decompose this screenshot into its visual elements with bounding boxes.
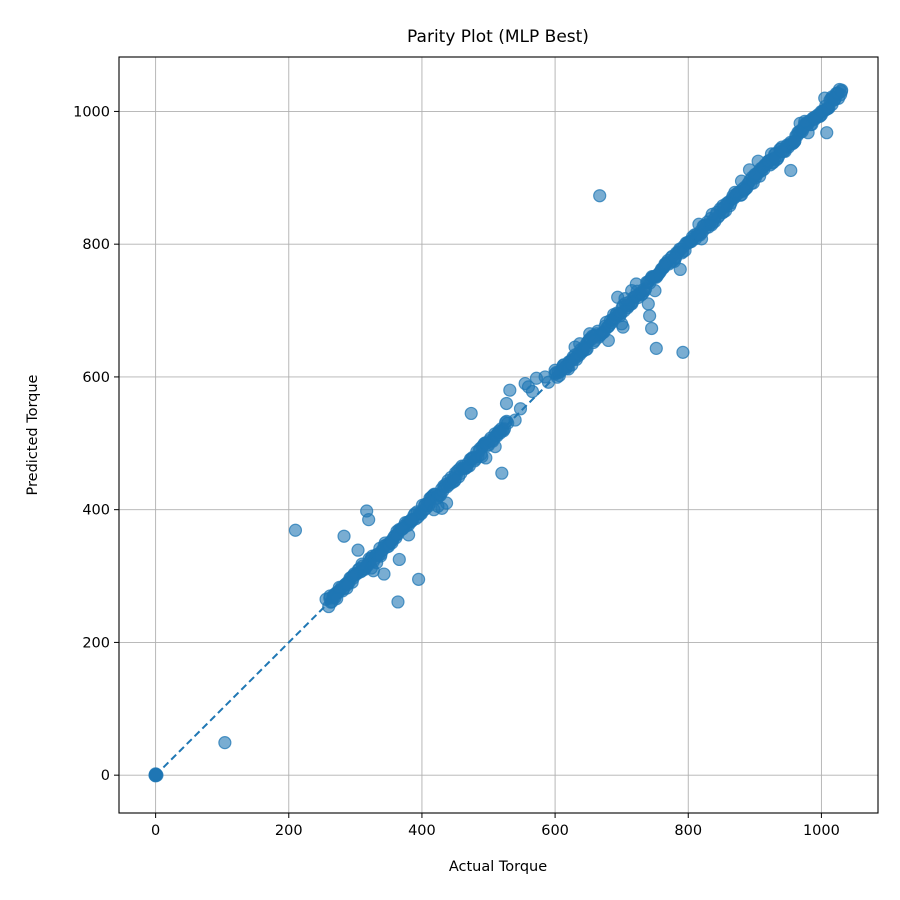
y-axis-label: Predicted Torque <box>25 374 41 495</box>
data-point <box>716 199 730 213</box>
data-point <box>645 321 659 336</box>
data-point <box>330 592 344 606</box>
data-point <box>525 384 540 399</box>
data-point <box>601 333 615 348</box>
y-tick-label: 400 <box>82 503 110 519</box>
y-tick-label: 1000 <box>73 104 110 120</box>
data-point <box>673 262 687 276</box>
data-point <box>362 513 376 527</box>
data-point <box>288 523 303 537</box>
data-point <box>412 572 426 586</box>
data-point <box>346 569 360 583</box>
data-point <box>149 767 163 781</box>
chart-title: Parity Plot (MLP Best) <box>407 27 589 47</box>
data-point <box>649 341 663 355</box>
data-point <box>448 473 462 487</box>
data-point <box>402 528 416 542</box>
y-tick-label: 800 <box>82 237 110 253</box>
data-point <box>648 284 662 298</box>
data-point <box>641 297 655 311</box>
data-point <box>391 595 405 609</box>
data-point <box>593 189 607 203</box>
x-axis-label: Actual Torque <box>449 859 547 875</box>
plot-frame <box>118 56 879 814</box>
data-point <box>404 513 418 527</box>
data-point <box>588 333 602 348</box>
data-point <box>464 406 478 421</box>
data-point <box>643 309 657 323</box>
data-point <box>488 440 502 454</box>
data-point <box>495 466 509 480</box>
data-point <box>821 101 835 115</box>
data-point <box>801 126 815 140</box>
data-point <box>513 402 528 416</box>
data-point <box>705 207 719 221</box>
x-tick-label: 600 <box>541 823 569 839</box>
data-point <box>377 567 391 581</box>
data-point <box>668 250 682 265</box>
x-tick-label: 400 <box>408 823 436 839</box>
data-point <box>820 126 834 140</box>
data-point <box>508 413 522 427</box>
y-tick-label: 600 <box>82 370 110 386</box>
data-point <box>616 320 630 334</box>
scatter-points <box>148 82 849 783</box>
data-point <box>499 396 514 411</box>
x-tick-label: 1000 <box>803 823 840 839</box>
data-point <box>629 277 643 291</box>
data-point <box>503 383 517 397</box>
data-point <box>694 232 709 246</box>
data-point <box>738 183 752 197</box>
data-point <box>676 345 690 359</box>
data-point <box>788 134 802 148</box>
axis-ticks: 0 200 400 600 800 1000 0 200 400 600 800 1000 <box>73 104 840 839</box>
data-point <box>479 451 493 465</box>
data-point <box>658 257 672 271</box>
data-point <box>774 144 789 158</box>
data-point <box>374 549 388 563</box>
x-tick-label: 200 <box>275 823 303 839</box>
data-point <box>692 217 706 231</box>
data-point <box>439 496 454 510</box>
x-tick-label: 800 <box>674 823 702 839</box>
data-point <box>392 552 406 567</box>
data-point <box>834 84 848 99</box>
data-point <box>337 529 351 543</box>
y-tick-label: 0 <box>101 768 110 784</box>
data-point <box>565 358 579 372</box>
data-point <box>580 342 594 356</box>
data-point <box>351 543 365 557</box>
data-point <box>784 163 798 178</box>
x-tick-label: 0 <box>151 823 160 839</box>
data-point <box>541 375 556 389</box>
grid-lines <box>119 57 878 813</box>
data-point <box>218 736 232 750</box>
y-tick-label: 200 <box>82 635 110 651</box>
